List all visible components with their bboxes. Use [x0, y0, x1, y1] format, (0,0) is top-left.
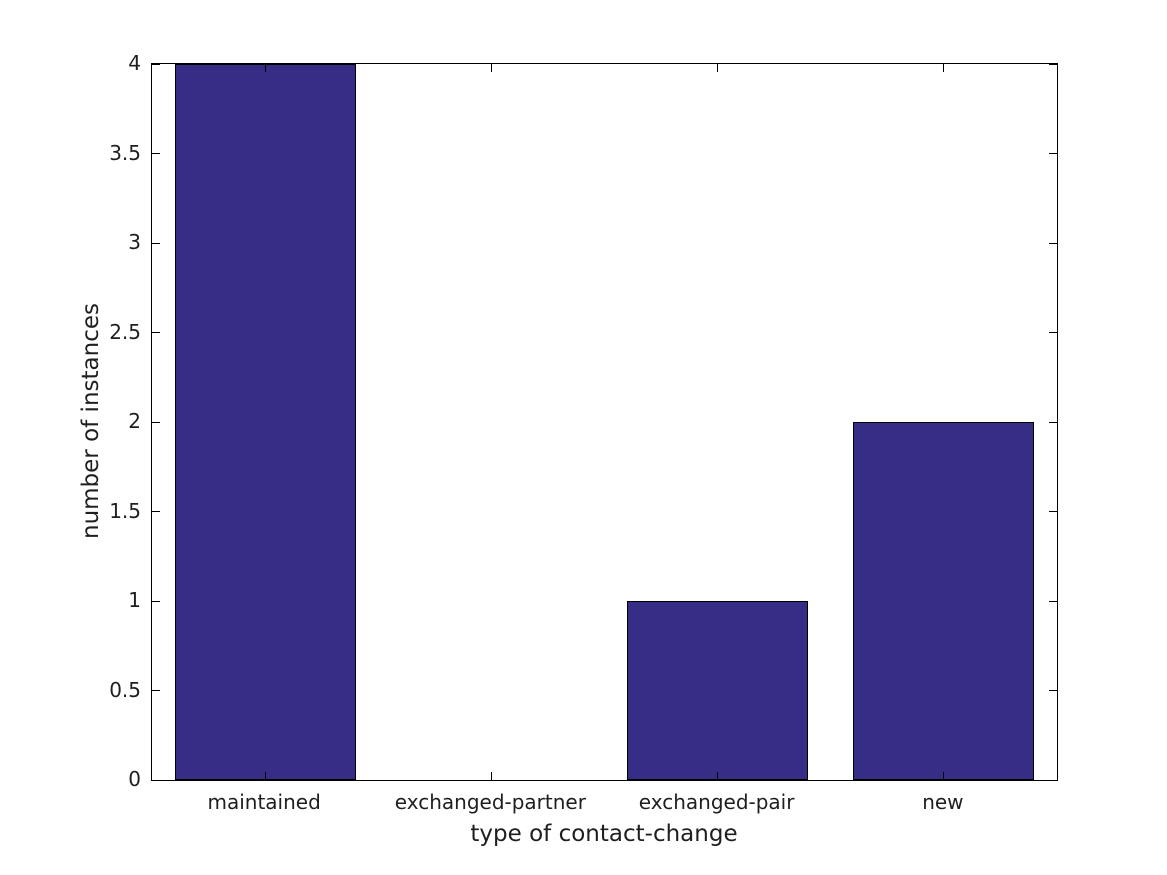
- y-tick-label: 1.5: [109, 498, 141, 523]
- y-tick-left: [152, 421, 160, 423]
- y-tick-label: 3: [128, 230, 141, 254]
- y-tick-left: [152, 242, 160, 244]
- x-tick-bottom: [943, 772, 945, 780]
- y-tick-label: 3.5: [109, 140, 141, 165]
- x-tick-bottom: [490, 772, 492, 780]
- y-tick-left: [152, 600, 160, 602]
- y-tick-right: [1049, 63, 1057, 65]
- y-tick-right: [1049, 421, 1057, 423]
- y-tick-left: [152, 63, 160, 65]
- y-tick-label: 1: [128, 588, 141, 612]
- y-tick-left: [152, 332, 160, 333]
- y-tick-right: [1049, 511, 1057, 512]
- bar-exchanged-pair: [627, 601, 809, 780]
- bar-maintained: [174, 64, 356, 780]
- y-tick-left: [152, 779, 160, 781]
- plot-area: [151, 63, 1058, 781]
- y-tick-label: 4: [128, 51, 141, 75]
- y-tick-left: [152, 153, 160, 154]
- x-tick-label-exchanged-pair: exchanged-pair: [638, 790, 795, 814]
- bar-new: [853, 422, 1035, 780]
- x-tick-bottom: [717, 772, 719, 780]
- x-tick-top: [264, 64, 266, 72]
- y-tick-right: [1049, 332, 1057, 333]
- y-tick-right: [1049, 242, 1057, 244]
- y-tick-label: 0.5: [109, 677, 141, 702]
- x-tick-label-new: new: [922, 790, 964, 814]
- y-tick-right: [1049, 690, 1057, 691]
- x-tick-top: [943, 64, 945, 72]
- y-tick-right: [1049, 600, 1057, 602]
- x-tick-top: [717, 64, 719, 72]
- y-tick-right: [1049, 153, 1057, 154]
- x-tick-bottom: [264, 772, 266, 780]
- y-tick-label: 2.5: [109, 319, 141, 344]
- x-tick-top: [490, 64, 492, 72]
- y-tick-left: [152, 690, 160, 691]
- x-tick-label-maintained: maintained: [207, 790, 321, 814]
- y-tick-left: [152, 511, 160, 512]
- x-axis-label: type of contact-change: [470, 821, 738, 847]
- y-tick-label: 2: [128, 409, 141, 433]
- y-tick-label: 0: [128, 767, 141, 791]
- x-tick-label-exchanged-partner: exchanged-partner: [394, 790, 586, 814]
- y-tick-right: [1049, 779, 1057, 781]
